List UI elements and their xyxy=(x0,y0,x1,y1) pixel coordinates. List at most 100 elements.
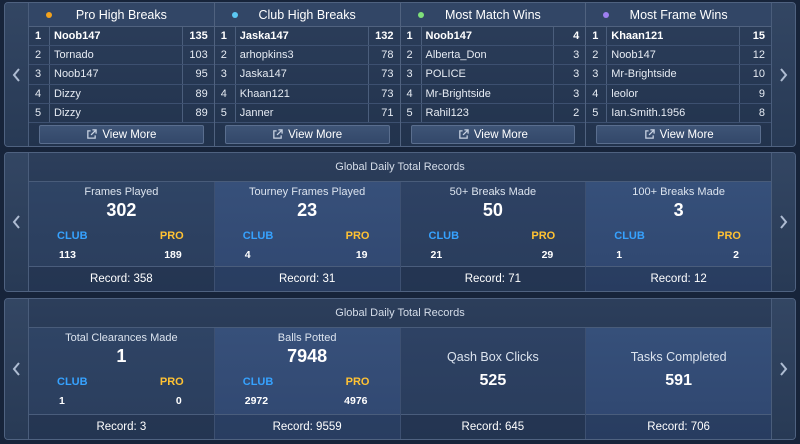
table-row[interactable]: 2 Alberta_Don 3 xyxy=(400,46,586,66)
leaderboard-most-frame-wins: Most Frame Wins 1 Khaan121 15 2 Noob147 12 3… xyxy=(586,3,771,146)
rank: 2 xyxy=(35,49,42,62)
player-name: Noob147 xyxy=(420,27,554,46)
player-name: arhopkins3 xyxy=(234,46,368,65)
value: 9 xyxy=(739,84,771,103)
pro-label: PRO xyxy=(159,230,184,242)
value: 2 xyxy=(553,103,585,122)
player-name: Khaan121 xyxy=(606,27,739,46)
pro-value: 29 xyxy=(541,249,554,261)
table-row[interactable]: 3 Jaska147 73 xyxy=(214,65,400,85)
pro-value: 189 xyxy=(164,249,182,261)
player-name: Tornado xyxy=(49,46,182,65)
stat-record: Record: 3 xyxy=(29,414,214,439)
stat-label: Total Clearances Made xyxy=(65,332,178,344)
player-name: POLICE xyxy=(420,65,554,84)
table-row[interactable]: 1 Noob147 135 xyxy=(29,27,214,47)
value: 15 xyxy=(739,27,771,46)
leaderboard-title: Most Match Wins xyxy=(444,7,541,22)
pro-label: PRO xyxy=(717,230,741,242)
table-row[interactable]: 1 Noob147 4 xyxy=(400,27,586,47)
stat-label: 100+ Breaks Made xyxy=(632,186,725,198)
external-link-icon xyxy=(459,129,469,139)
player-name: Alberta_Don xyxy=(420,46,554,65)
player-name: Ian.Smith.1956 xyxy=(606,103,739,122)
records-1-prev-button[interactable] xyxy=(5,153,29,291)
external-link-icon xyxy=(273,129,283,139)
player-name: Noob147 xyxy=(49,65,182,84)
table-row[interactable]: 2 Tornado 103 xyxy=(29,46,214,66)
table-row[interactable]: 4 Dizzy 89 xyxy=(29,84,214,104)
chevron-left-icon xyxy=(12,67,20,82)
table-row[interactable]: 1 Jaska147 132 xyxy=(214,27,400,47)
table-row[interactable]: 3 Noob147 95 xyxy=(29,65,214,85)
value: 73 xyxy=(367,84,400,103)
player-name: Rahil123 xyxy=(420,103,554,122)
value: 135 xyxy=(181,27,214,46)
records-1-next-button[interactable] xyxy=(771,153,795,291)
value: 12 xyxy=(739,46,771,65)
rank: 2 xyxy=(592,49,599,62)
rank: 3 xyxy=(220,68,227,81)
table-row[interactable]: 1 Khaan121 15 xyxy=(586,27,771,47)
pro-label: PRO xyxy=(345,376,370,388)
rank: 5 xyxy=(406,106,413,119)
value: 89 xyxy=(181,84,214,103)
table-row[interactable]: 3 POLICE 3 xyxy=(400,65,586,85)
dot-icon xyxy=(603,12,610,18)
table-row[interactable]: 2 Noob147 12 xyxy=(586,46,771,66)
leaderboards-next-button[interactable] xyxy=(771,3,795,146)
player-name: Khaan121 xyxy=(234,84,368,103)
value: 71 xyxy=(367,103,400,122)
stat-record: Record: 12 xyxy=(586,266,771,291)
view-more-button[interactable]: View More xyxy=(596,125,761,144)
pro-label: PRO xyxy=(159,376,184,388)
table-row[interactable]: 3 Mr-Brightside 10 xyxy=(586,65,771,85)
club-label: CLUB xyxy=(242,376,274,388)
leaderboard-club-high-breaks: Club High Breaks 1 Jaska147 132 2 arhopkins… xyxy=(214,3,401,146)
rank: 1 xyxy=(35,30,42,43)
rank: 1 xyxy=(592,30,599,43)
table-row[interactable]: 5 Janner 71 xyxy=(214,103,400,123)
player-name: Dizzy xyxy=(49,103,182,122)
stat-total: 50 xyxy=(482,200,503,220)
chevron-right-icon xyxy=(780,67,788,82)
rank: 5 xyxy=(220,106,227,119)
records-2-next-button[interactable] xyxy=(771,299,795,439)
table-row[interactable]: 4 Khaan121 73 xyxy=(214,84,400,104)
leaderboards-prev-button[interactable] xyxy=(5,3,29,146)
dot-icon xyxy=(231,12,238,18)
view-more-button[interactable]: View More xyxy=(224,125,390,144)
value: 73 xyxy=(367,65,400,84)
value: 89 xyxy=(181,103,214,122)
stat-total-clearances: Total Clearances Made 1 CLUB PRO 1 0 Rec… xyxy=(29,328,215,439)
view-more-button[interactable]: View More xyxy=(39,125,204,144)
stat-total: 1 xyxy=(116,346,127,366)
pro-value: 4976 xyxy=(344,395,368,407)
leaderboard-pro-high-breaks: Pro High Breaks 1 Noob147 135 2 Tornado 103 … xyxy=(29,3,215,146)
player-name: Janner xyxy=(234,103,368,122)
stat-label: Qash Box Clicks xyxy=(447,350,539,364)
rank: 2 xyxy=(406,49,413,62)
table-row[interactable]: 4 Mr-Brightside 3 xyxy=(400,84,586,104)
table-row[interactable]: 4 leolor 9 xyxy=(586,84,771,104)
table-row[interactable]: 5 Dizzy 89 xyxy=(29,103,214,123)
player-name: Jaska147 xyxy=(234,27,368,46)
stat-label: Tourney Frames Played xyxy=(249,186,366,198)
player-name: Mr-Brightside xyxy=(420,84,554,103)
stat-total: 591 xyxy=(665,372,692,389)
stat-label: 50+ Breaks Made xyxy=(449,186,537,198)
stat-total: 3 xyxy=(673,200,684,220)
rank: 4 xyxy=(592,87,599,100)
table-row[interactable]: 2 arhopkins3 78 xyxy=(214,46,400,66)
value: 78 xyxy=(367,46,400,65)
table-row[interactable]: 5 Ian.Smith.1956 8 xyxy=(586,103,771,123)
rank: 3 xyxy=(406,68,413,81)
stat-50-breaks-made: 50+ Breaks Made 50 CLUB PRO 21 29 Record… xyxy=(400,182,587,291)
table-row[interactable]: 5 Rahil123 2 xyxy=(400,103,586,123)
records-2-prev-button[interactable] xyxy=(5,299,29,439)
stat-tourney-frames-played: Tourney Frames Played 23 CLUB PRO 4 19 R… xyxy=(214,182,401,291)
view-more-button[interactable]: View More xyxy=(410,125,576,144)
daily-records-panel-2: Global Daily Total Records Total Clearan… xyxy=(4,298,796,440)
panel-title: Global Daily Total Records xyxy=(29,299,771,328)
leaderboard-title: Club High Breaks xyxy=(258,7,356,22)
